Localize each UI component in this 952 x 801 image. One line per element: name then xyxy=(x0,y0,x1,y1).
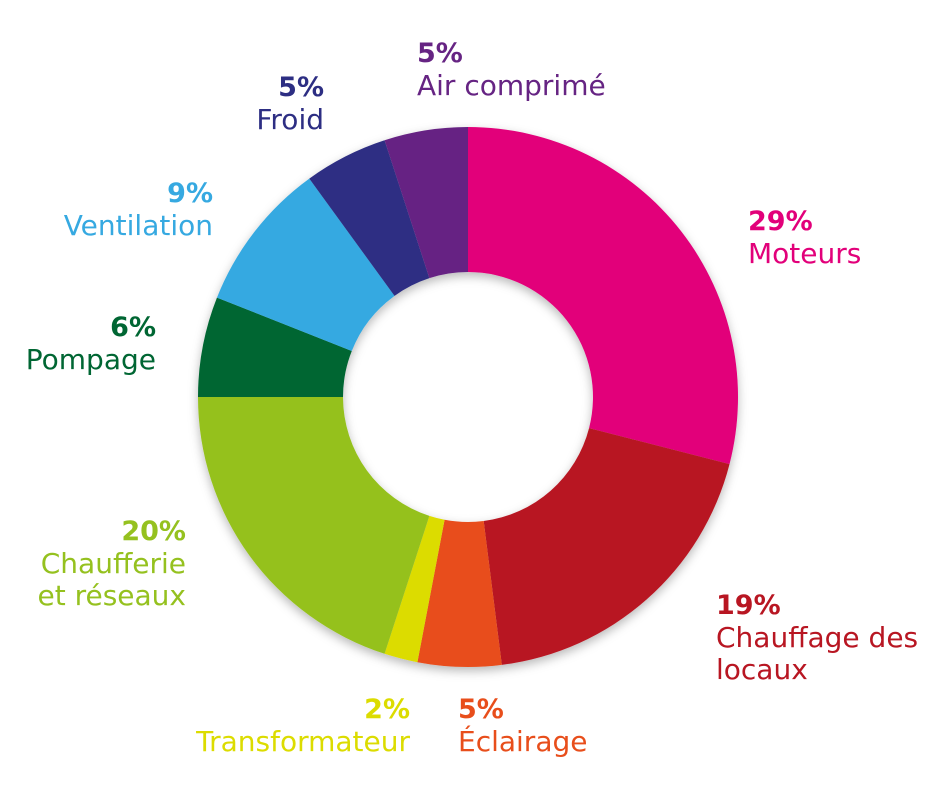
slice-moteurs xyxy=(468,127,738,464)
slice-chauffage-des xyxy=(484,428,730,665)
label-ventilation: 9% Ventilation xyxy=(64,178,213,242)
label-pompage: 6% Pompage xyxy=(26,312,156,376)
label-eclairage: 5% Éclairage xyxy=(458,694,587,758)
label-transformateur: 2% Transformateur xyxy=(196,694,410,758)
label-chaufferie-et-reseaux: 20% Chaufferie et réseaux xyxy=(37,516,186,612)
label-chauffage-des-locaux: 19% Chauffage des locaux xyxy=(716,590,918,686)
label-chaufferie-name-line2: et réseaux xyxy=(37,580,186,612)
label-eclairage-pct: 5% xyxy=(458,694,587,726)
label-ventilation-pct: 9% xyxy=(64,178,213,210)
label-air-comprime-name: Air comprimé xyxy=(417,70,606,102)
label-air-comprime-pct: 5% xyxy=(417,38,606,70)
label-froid-name: Froid xyxy=(256,104,324,136)
label-chaufferie-pct: 20% xyxy=(37,516,186,548)
label-moteurs: 29% Moteurs xyxy=(748,206,861,270)
label-pompage-pct: 6% xyxy=(26,312,156,344)
label-chauffage-name-line2: locaux xyxy=(716,654,918,686)
label-transformateur-pct: 2% xyxy=(196,694,410,726)
label-eclairage-name: Éclairage xyxy=(458,726,587,758)
label-ventilation-name: Ventilation xyxy=(64,210,213,242)
label-transformateur-name: Transformateur xyxy=(196,726,410,758)
label-chauffage-pct: 19% xyxy=(716,590,918,622)
label-air-comprime: 5% Air comprimé xyxy=(417,38,606,102)
label-moteurs-pct: 29% xyxy=(748,206,861,238)
label-froid: 5% Froid xyxy=(256,72,324,136)
label-moteurs-name: Moteurs xyxy=(748,238,861,270)
label-chauffage-name-line1: Chauffage des xyxy=(716,622,918,654)
label-froid-pct: 5% xyxy=(256,72,324,104)
slice-chaufferie xyxy=(198,397,429,654)
label-pompage-name: Pompage xyxy=(26,344,156,376)
label-chaufferie-name-line1: Chaufferie xyxy=(37,548,186,580)
